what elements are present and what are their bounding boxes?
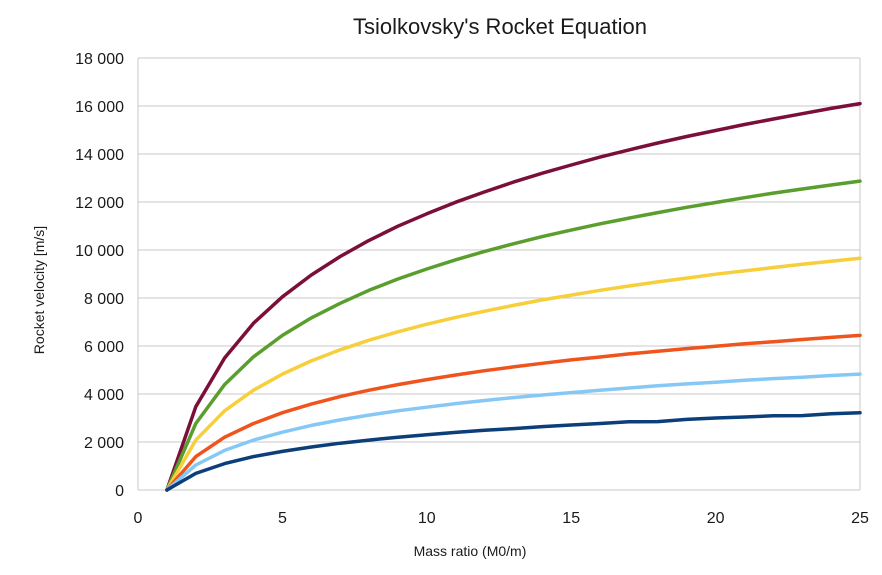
y-tick-label: 4 000 (84, 387, 124, 404)
x-tick-label: 5 (278, 510, 287, 527)
series-line-2 (165, 179, 862, 492)
y-tick-label: 8 000 (84, 291, 124, 308)
series-line-5 (165, 372, 862, 492)
y-tick-label: 16 000 (75, 99, 124, 116)
gridlines (137, 57, 861, 491)
y-tick-label: 12 000 (75, 195, 124, 212)
x-axis-label: Mass ratio (M0/m) (414, 543, 527, 559)
series-line-4 (165, 333, 862, 492)
y-tick-label: 6 000 (84, 339, 124, 356)
y-tick-label: 18 000 (75, 51, 124, 68)
series-line-6 (165, 410, 862, 492)
x-tick-label: 15 (562, 510, 580, 527)
x-tick-label: 10 (418, 510, 436, 527)
series-line-1 (165, 101, 862, 492)
y-axis-label: Rocket velocity [m/s] (31, 226, 47, 354)
y-axis-ticks: 0 2 000 4 000 6 000 8 000 10 000 12 000 14 000 1… (75, 51, 124, 500)
chart-title: Tsiolkovsky's Rocket Equation (353, 14, 647, 39)
y-tick-label: 14 000 (75, 147, 124, 164)
y-tick-label: 10 000 (75, 243, 124, 260)
series-lines (165, 101, 862, 492)
y-tick-label: 0 (115, 483, 124, 500)
x-tick-label: 25 (851, 510, 869, 527)
x-axis-ticks: 0 5 10 15 20 25 (134, 510, 869, 527)
x-tick-label: 20 (707, 510, 725, 527)
y-tick-label: 2 000 (84, 435, 124, 452)
series-line-3 (165, 256, 862, 492)
x-tick-label: 0 (134, 510, 143, 527)
